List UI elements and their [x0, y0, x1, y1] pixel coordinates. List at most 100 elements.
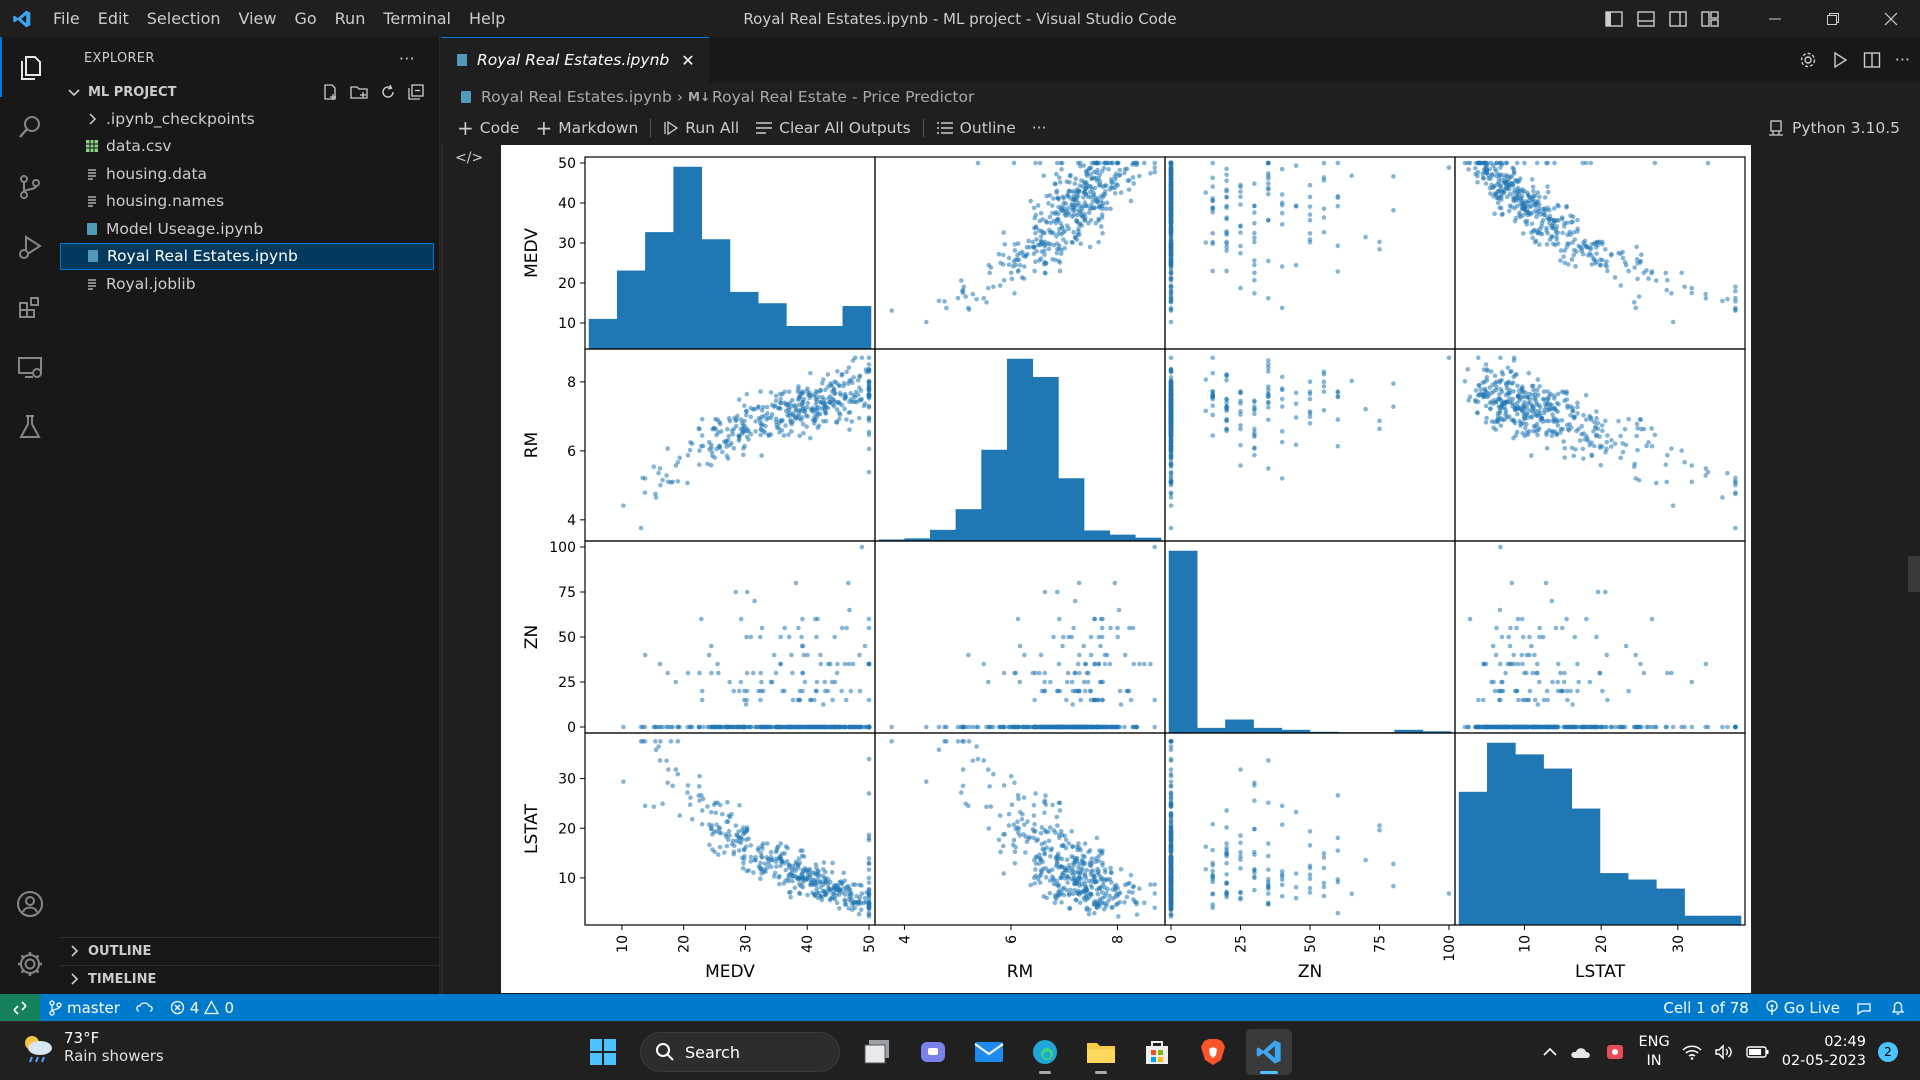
scatter-point	[1168, 397, 1174, 402]
project-folder[interactable]: ML PROJECT	[60, 79, 439, 105]
more-actions-icon[interactable]: ···	[1894, 50, 1910, 69]
scatter-point	[889, 739, 894, 744]
scatter-point	[1609, 437, 1614, 443]
close-tab-icon[interactable]: ✕	[681, 50, 695, 70]
run-all-button[interactable]: Run All	[655, 114, 747, 142]
menu-file[interactable]: File	[53, 9, 80, 28]
scatter-point	[768, 679, 774, 685]
customize-layout-icon[interactable]	[1694, 0, 1726, 37]
explorer-more-icon[interactable]: ···	[398, 48, 415, 68]
menu-edit[interactable]: Edit	[97, 9, 129, 28]
add-markdown-button[interactable]: + Markdown	[527, 114, 646, 142]
menu-view[interactable]: View	[238, 9, 277, 28]
scatter-point	[1568, 232, 1573, 237]
menu-help[interactable]: Help	[468, 9, 506, 28]
outline-section[interactable]: OUTLINE	[60, 937, 440, 964]
scatter-point	[1087, 206, 1093, 212]
vscode-logo-icon[interactable]	[0, 0, 44, 37]
toggle-panel-icon[interactable]	[1630, 0, 1662, 37]
explorer-icon[interactable]	[0, 37, 60, 97]
run-debug-icon[interactable]	[0, 217, 60, 277]
scatter-point	[1266, 891, 1271, 896]
scatter-point	[1562, 445, 1568, 451]
scatter-point	[1511, 358, 1517, 363]
scatter-point	[748, 843, 754, 848]
scatter-point	[857, 688, 863, 694]
scatter-point	[958, 790, 964, 795]
scatter-point	[1497, 607, 1503, 613]
scatter-point	[970, 758, 976, 763]
accounts-icon[interactable]	[0, 874, 60, 934]
scatter-point	[846, 410, 852, 415]
timeline-section[interactable]: TIMELINE	[60, 965, 440, 992]
scatter-point	[843, 697, 849, 703]
scatter-point	[1551, 225, 1556, 231]
scatter-point	[1054, 234, 1059, 239]
new-file-icon[interactable]	[321, 83, 339, 101]
breadcrumb-file[interactable]: Royal Real Estates.ipynb	[481, 88, 672, 106]
tree-item-royal-joblib[interactable]: Royal.joblib	[60, 270, 439, 298]
scatter-point	[1512, 187, 1518, 192]
tree-item-data-csv[interactable]: data.csv	[60, 133, 439, 161]
scatter-point	[1377, 239, 1382, 245]
scatter-point	[1224, 408, 1229, 414]
scatter-point	[1279, 439, 1285, 445]
refresh-icon[interactable]	[379, 83, 397, 101]
toggle-sidebar-icon[interactable]	[1598, 0, 1630, 37]
new-folder-icon[interactable]	[349, 83, 369, 101]
scatter-point	[846, 724, 852, 730]
tab-royal-real-estates[interactable]: Royal Real Estates.ipynb ✕	[441, 37, 709, 82]
source-control-icon[interactable]	[0, 157, 60, 217]
tree-item-housing-data[interactable]: housing.data	[60, 160, 439, 188]
toggle-secondary-sidebar-icon[interactable]	[1662, 0, 1694, 37]
scatter-point	[825, 372, 831, 377]
scatter-point	[1279, 222, 1285, 227]
scatter-point	[1626, 688, 1631, 694]
scatter-point	[814, 865, 819, 871]
scatter-point	[1562, 670, 1567, 676]
scatter-point	[774, 416, 779, 422]
clear-outputs-button[interactable]: Clear All Outputs	[747, 114, 919, 142]
menu-run[interactable]: Run	[334, 9, 366, 28]
extensions-icon[interactable]	[0, 277, 60, 337]
scatter-point	[1224, 416, 1229, 422]
menu-selection[interactable]: Selection	[146, 9, 221, 28]
outline-button[interactable]: Outline	[928, 114, 1024, 142]
tree-item-housing-names[interactable]: housing.names	[60, 188, 439, 216]
testing-icon[interactable]	[0, 397, 60, 457]
scatter-point	[1514, 160, 1520, 166]
output-code-icon[interactable]: </>	[455, 150, 484, 166]
scatter-point	[796, 625, 801, 631]
run-icon[interactable]	[1831, 51, 1849, 69]
close-window-icon[interactable]	[1862, 0, 1920, 37]
minimize-icon[interactable]	[1746, 0, 1804, 37]
scatter-point	[1510, 724, 1515, 730]
remote-explorer-icon[interactable]	[0, 337, 60, 397]
histogram-bar	[1032, 376, 1059, 542]
kernel-picker[interactable]: Python 3.10.5	[1768, 112, 1900, 144]
scatter-point	[1266, 405, 1271, 410]
scatter-point	[1526, 370, 1532, 376]
scatter-point	[1072, 181, 1078, 186]
split-editor-icon[interactable]	[1863, 51, 1881, 69]
search-icon[interactable]	[0, 97, 60, 157]
tree-item-model-useage[interactable]: Model Useage.ipynb	[60, 215, 439, 243]
scatter-point	[1546, 418, 1552, 424]
menu-go[interactable]: Go	[294, 9, 317, 28]
scatter-point	[709, 670, 714, 676]
scatter-point	[724, 843, 730, 849]
restore-icon[interactable]	[1804, 0, 1862, 37]
scatter-point	[1104, 877, 1110, 882]
scatter-point	[1168, 240, 1174, 245]
tree-item-royal-real-estates[interactable]: Royal Real Estates.ipynb	[60, 242, 434, 270]
menu-terminal[interactable]: Terminal	[383, 9, 451, 28]
scatter-point	[1349, 378, 1354, 384]
breadcrumb-cell[interactable]: Royal Real Estate - Price Predictor	[712, 88, 975, 106]
scatter-point	[1537, 242, 1542, 247]
notebook-settings-gear-icon[interactable]	[1799, 51, 1817, 69]
toolbar-more-button[interactable]: ···	[1024, 114, 1055, 142]
tree-item-checkpoints[interactable]: .ipynb_checkpoints	[60, 105, 439, 133]
add-code-button[interactable]: + Code	[449, 114, 527, 142]
collapse-all-icon[interactable]	[407, 83, 425, 101]
manage-gear-icon[interactable]	[0, 934, 60, 994]
